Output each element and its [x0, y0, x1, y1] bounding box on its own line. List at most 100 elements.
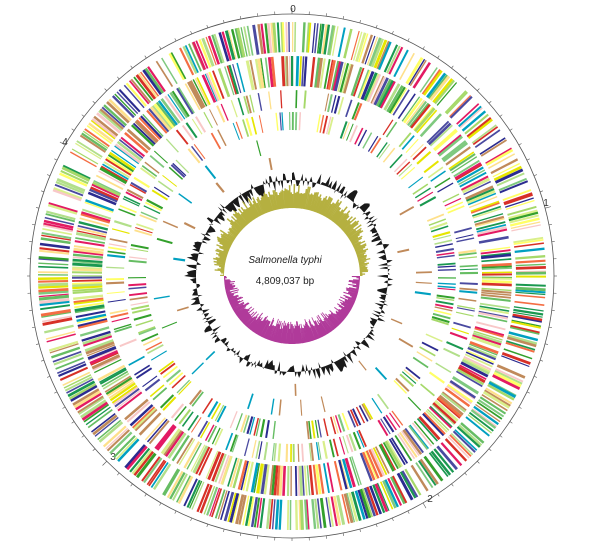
- feature-marks: [77, 89, 483, 388]
- feature-marks: [111, 384, 138, 404]
- scale-tick: [190, 31, 193, 35]
- feature-marks: [429, 221, 448, 230]
- feature-marks: [515, 255, 546, 260]
- feature-marks: [218, 454, 230, 484]
- feature-marks: [76, 227, 418, 458]
- feature-marks: [37, 70, 443, 280]
- feature-marks: [122, 198, 140, 207]
- feature-marks: [111, 149, 137, 169]
- feature-marks: [135, 227, 153, 234]
- feature-marks: [319, 455, 444, 528]
- feature-marks: [460, 175, 489, 191]
- feature-marks: [240, 414, 248, 433]
- scale-tick: [391, 31, 394, 35]
- genome-size: 4,809,037 bp: [256, 276, 315, 287]
- feature-marks: [61, 22, 304, 530]
- feature-marks: [90, 59, 334, 366]
- feature-marks: [280, 22, 537, 216]
- feature-marks: [72, 260, 103, 265]
- track-forward-strand-genes: [37, 21, 547, 531]
- scale-tick: [130, 65, 133, 69]
- feature-marks: [400, 166, 416, 180]
- feature-marks: [97, 419, 191, 503]
- scale-tick: [359, 528, 361, 533]
- feature-marks: [232, 493, 250, 526]
- feature-marks: [167, 94, 186, 120]
- feature-marks: [126, 188, 144, 199]
- feature-marks: [38, 23, 319, 262]
- feature-marks: [172, 162, 456, 268]
- feature-marks: [282, 61, 502, 496]
- feature-marks: [114, 145, 330, 494]
- feature-marks: [69, 151, 97, 168]
- feature-marks: [126, 57, 323, 151]
- feature-marks: [347, 410, 357, 428]
- feature-marks: [67, 380, 96, 398]
- feature-marks: [314, 420, 319, 438]
- feature-marks: [330, 46, 404, 527]
- feature-marks: [332, 369, 419, 434]
- feature-marks: [111, 95, 258, 528]
- scale-tick: [223, 19, 225, 24]
- feature-marks: [339, 121, 454, 306]
- feature-marks: [377, 419, 389, 437]
- feature-marks: [436, 251, 455, 257]
- feature-marks: [451, 327, 469, 335]
- feature-marks: [135, 452, 157, 479]
- feature-marks: [295, 56, 300, 87]
- feature-marks: [246, 25, 254, 56]
- feature-marks: [358, 405, 369, 422]
- feature-marks: [227, 492, 237, 523]
- feature-marks: [480, 249, 511, 255]
- feature-marks: [41, 234, 72, 241]
- feature-marks: [132, 177, 501, 430]
- feature-marks: [99, 40, 537, 348]
- feature-marks: [47, 203, 78, 215]
- feature-marks: [476, 321, 506, 331]
- feature-marks: [58, 363, 369, 519]
- feature-marks: [144, 67, 165, 94]
- feature-marks: [145, 201, 452, 316]
- feature-marks: [459, 282, 478, 285]
- feature-marks: [48, 187, 83, 352]
- feature-marks: [446, 341, 464, 351]
- feature-marks: [191, 481, 205, 510]
- feature-marks: [203, 111, 478, 317]
- feature-marks: [413, 106, 434, 131]
- scale-tick: [539, 359, 544, 362]
- feature-marks: [234, 27, 547, 275]
- feature-marks: [178, 193, 193, 204]
- feature-marks: [81, 132, 406, 505]
- feature-marks: [245, 118, 253, 137]
- feature-marks: [113, 220, 357, 452]
- feature-marks: [73, 298, 104, 305]
- feature-marks: [162, 220, 282, 416]
- feature-marks: [493, 165, 522, 182]
- feature-marks: [103, 161, 509, 315]
- feature-marks: [45, 43, 226, 519]
- feature-marks: [243, 438, 250, 457]
- feature-marks: [452, 430, 476, 453]
- feature-marks: [153, 295, 275, 415]
- feature-marks: [309, 56, 316, 88]
- feature-marks: [141, 333, 159, 342]
- feature-marks: [162, 365, 350, 431]
- feature-marks: [70, 385, 98, 402]
- feature-marks: [157, 180, 453, 245]
- feature-marks: [318, 23, 481, 476]
- feature-marks: [255, 362, 452, 459]
- feature-marks: [328, 102, 360, 458]
- feature-marks: [231, 434, 239, 453]
- feature-marks: [76, 313, 107, 323]
- feature-marks: [343, 64, 354, 94]
- feature-marks: [401, 96, 498, 356]
- feature-marks: [433, 129, 458, 152]
- feature-marks: [49, 343, 501, 520]
- feature-marks: [207, 56, 486, 481]
- feature-marks: [74, 305, 105, 314]
- feature-marks: [83, 401, 503, 423]
- feature-marks: [193, 143, 206, 160]
- feature-marks: [204, 165, 217, 180]
- feature-marks: [156, 425, 177, 451]
- scale-tick: [104, 88, 107, 91]
